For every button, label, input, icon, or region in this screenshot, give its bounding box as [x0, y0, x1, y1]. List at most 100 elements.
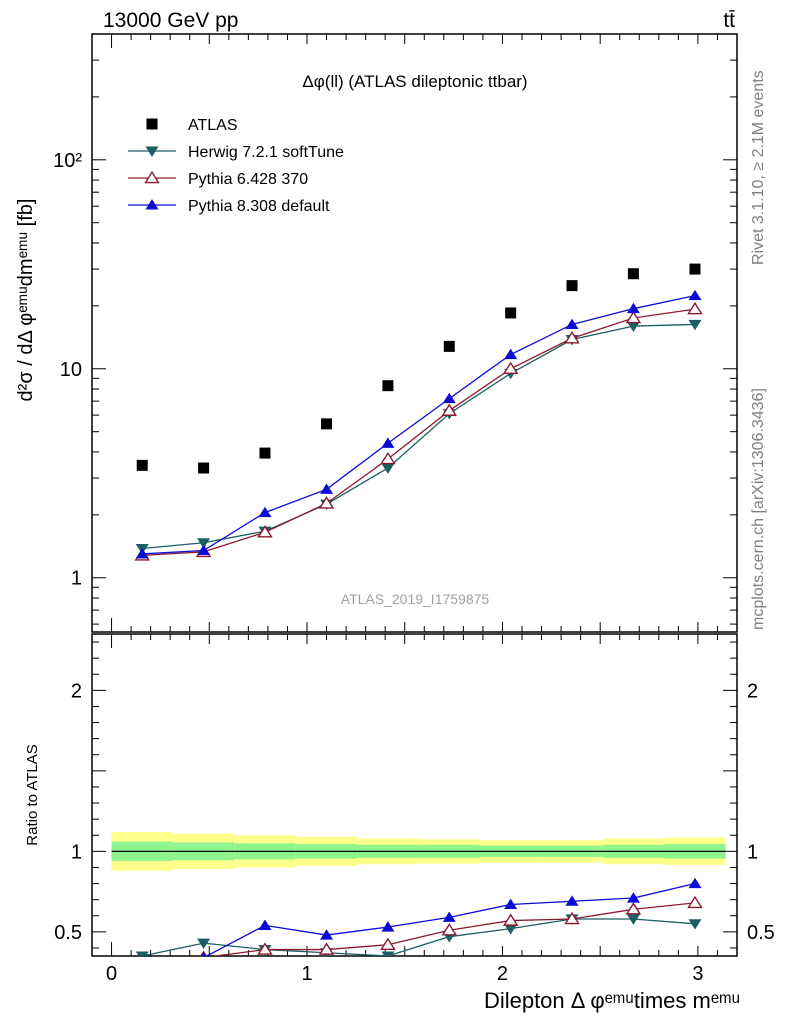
- header-process-label: tt̄: [723, 9, 735, 32]
- ratio-point: [688, 919, 702, 930]
- data-point: [318, 496, 335, 509]
- legend-label: Pythia 6.428 370: [188, 171, 308, 188]
- legend-marker: [146, 118, 158, 130]
- legend-label: Herwig 7.2.1 softTune: [188, 144, 344, 161]
- data-point: [505, 307, 517, 319]
- ratio-uncertainty-band: [111, 832, 726, 871]
- data-point: [380, 451, 396, 465]
- ratio-point: [320, 929, 334, 940]
- ratio-point: [136, 958, 149, 968]
- data-point: [135, 548, 149, 559]
- ratio-point: [441, 923, 458, 936]
- data-point: [688, 319, 702, 331]
- main-axis-ticks: 1 10 10²: [53, 33, 737, 625]
- ratio-point: [626, 914, 640, 925]
- data-point: [443, 340, 455, 352]
- ratio-y-tick-label-left: 0.5: [54, 922, 82, 944]
- ratio-point: [381, 951, 395, 956]
- x-tick-label: 2: [497, 963, 508, 985]
- ratio-panel-frame: [91, 633, 738, 957]
- ratio-y-tick-label-right: 1: [747, 841, 758, 863]
- legend-marker: [144, 170, 160, 184]
- data-point: [259, 447, 271, 459]
- ratio-y-axis-label: Ratio to ATLAS: [24, 744, 41, 845]
- ratio-point: [688, 877, 702, 889]
- ratio-point: [258, 919, 272, 930]
- main-y-tick-label: 10²: [53, 150, 82, 172]
- ratio-point: [257, 942, 273, 955]
- ratio-point: [197, 938, 211, 949]
- data-point: [382, 380, 394, 392]
- x-axis-ticks: 0 1 2 3: [106, 34, 718, 985]
- legend-marker: [145, 146, 159, 157]
- main-panel-frame: [91, 33, 738, 633]
- legend-label: Pythia 8.308 default: [188, 198, 330, 215]
- ratio-y-tick-label-right: 2: [747, 680, 758, 702]
- header-energy-label: 13000 GeV pp: [103, 9, 238, 32]
- ratio-point: [200, 951, 207, 956]
- mcplots-label: mcplots.cern.ch [arXiv:1306.3436]: [750, 388, 767, 630]
- data-point: [565, 318, 579, 329]
- ratio-series: [135, 877, 703, 968]
- data-point: [381, 437, 395, 448]
- data-point: [689, 263, 701, 275]
- data-point: [502, 361, 519, 375]
- ratio-axis-ticks: 0.5 0.5 1 1 2 2: [54, 641, 775, 949]
- ratio-y-tick-label-right: 0.5: [747, 922, 775, 944]
- legend-marker: [145, 199, 159, 210]
- main-y-axis-label: d²σ / dΔ φᵉᵐᵘdmᵉᵐᵘ [fb]: [15, 199, 37, 402]
- ratio-point: [136, 957, 149, 967]
- analysis-id-label: ATLAS_2019_I1759875: [341, 591, 490, 607]
- data-point: [626, 321, 640, 332]
- series-line: [142, 308, 696, 556]
- main-panel-title: Δφ(ll) (ATLAS dileptonic ttbar): [302, 72, 527, 91]
- data-point: [198, 462, 210, 474]
- ratio-point: [502, 913, 519, 926]
- data-point: [257, 525, 273, 538]
- ratio-y-tick-label-left: 1: [71, 841, 82, 863]
- ratio-point: [687, 895, 703, 909]
- data-point: [381, 463, 395, 474]
- data-point: [442, 392, 456, 404]
- data-point: [627, 268, 639, 280]
- ratio-point: [135, 951, 149, 956]
- main-y-tick-label: 10: [60, 359, 82, 381]
- ratio-point: [564, 911, 580, 925]
- series-line: [142, 294, 696, 555]
- x-tick-label: 3: [692, 963, 703, 985]
- data-point: [197, 544, 211, 556]
- data-point: [136, 459, 148, 471]
- data-point: [504, 348, 518, 360]
- legend-label: ATLAS: [188, 117, 238, 134]
- ratio-point: [625, 902, 642, 915]
- x-axis-label: Dilepton Δ φᵉᵐᵘtimes mᵉᵐᵘ: [484, 988, 740, 1013]
- data-point: [687, 301, 703, 315]
- data-point: [321, 418, 333, 430]
- ratio-point: [504, 898, 518, 910]
- x-tick-label: 1: [301, 963, 312, 985]
- main-y-tick-label: 1: [71, 568, 82, 590]
- data-point: [626, 302, 640, 314]
- ratio-point: [381, 921, 395, 932]
- data-point: [258, 506, 272, 518]
- legend: ATLAS Herwig 7.2.1 softTune Pythia 6.428 3…: [128, 117, 344, 215]
- rivet-version-label: Rivet 3.1.10, ≥ 2.1M events: [750, 70, 767, 265]
- ratio-point: [565, 895, 579, 906]
- ratio-y-tick-label-left: 2: [71, 680, 82, 702]
- data-point: [566, 280, 578, 292]
- ratio-point: [504, 924, 518, 935]
- data-point: [625, 310, 642, 324]
- ratio-series-line: [142, 918, 696, 956]
- data-point: [320, 483, 334, 494]
- ratio-point: [380, 937, 396, 950]
- ratio-series-line: [210, 902, 696, 956]
- ratio-series-line: [205, 882, 696, 956]
- data-point: [441, 403, 458, 416]
- series-line: [142, 323, 695, 550]
- data-point: [564, 331, 580, 344]
- ratio-point: [442, 911, 456, 922]
- data-point: [197, 538, 211, 549]
- ratio-point: [626, 892, 640, 903]
- ratio-point: [318, 942, 335, 955]
